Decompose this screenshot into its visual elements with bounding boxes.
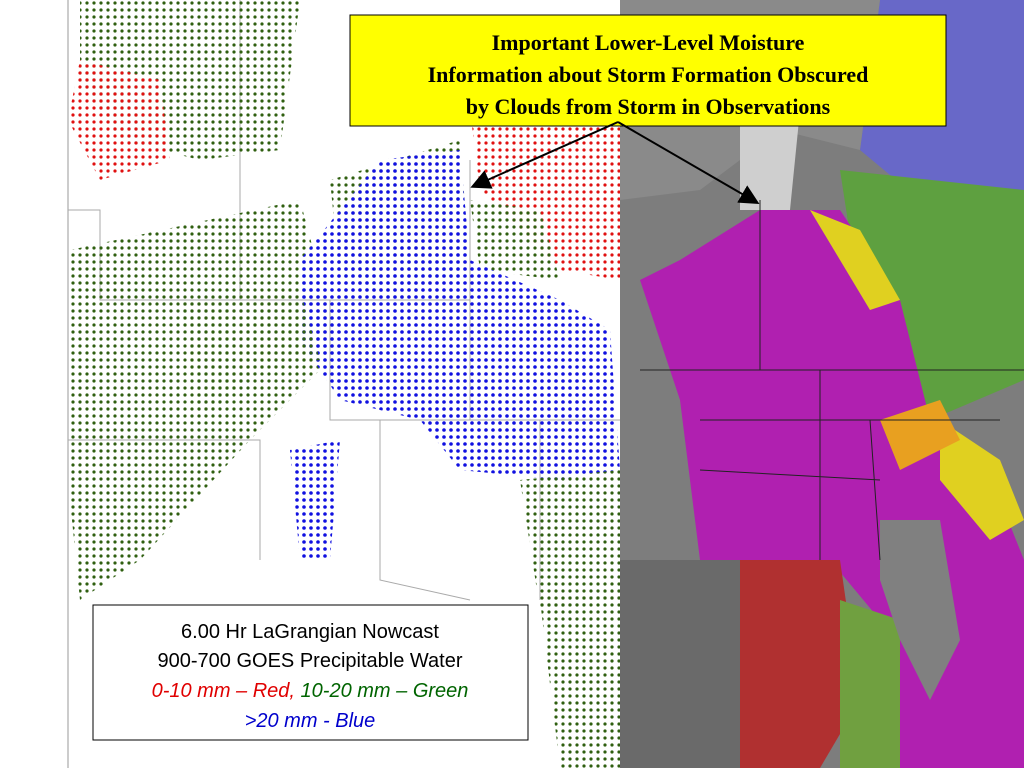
green-region — [840, 170, 1024, 420]
arrow — [617, 121, 760, 205]
green-dots — [470, 200, 560, 280]
green-dots — [520, 470, 620, 610]
callout-box — [349, 14, 947, 127]
cloud-region — [740, 110, 800, 210]
green-dots — [540, 590, 620, 768]
callout-text: by Clouds from Storm in Observations — [466, 94, 831, 119]
green-region — [840, 600, 900, 768]
orange-band — [880, 400, 960, 470]
florida — [880, 520, 960, 700]
legend-green: 10-20 mm – Green — [301, 680, 469, 702]
legend-box — [92, 604, 529, 741]
arrow — [470, 121, 619, 189]
legend-title: 6.00 Hr LaGrangian Nowcast — [181, 621, 439, 643]
yellow-band — [940, 420, 1024, 540]
nowcast-map — [67, 0, 620, 768]
legend-line: 0-10 mm – Red, 10-20 mm – Green — [152, 680, 469, 702]
red-dots — [68, 60, 170, 180]
green-dots — [180, 290, 320, 420]
callout-text: Information about Storm Formation Obscur… — [428, 62, 869, 87]
callout-text: Important Lower-Level Moisture — [492, 30, 805, 55]
gulf-region — [620, 560, 740, 768]
legend-subtitle: 900-700 GOES Precipitable Water — [158, 650, 463, 672]
legend-blue: >20 mm - Blue — [245, 710, 376, 732]
red-region — [740, 560, 860, 768]
legend-red: 0-10 mm – Red, — [152, 680, 295, 702]
state-borders — [640, 200, 1024, 561]
yellow-band — [810, 210, 900, 310]
blue-dots — [290, 440, 340, 560]
red-dots — [470, 110, 620, 280]
blue-dots — [300, 150, 620, 480]
